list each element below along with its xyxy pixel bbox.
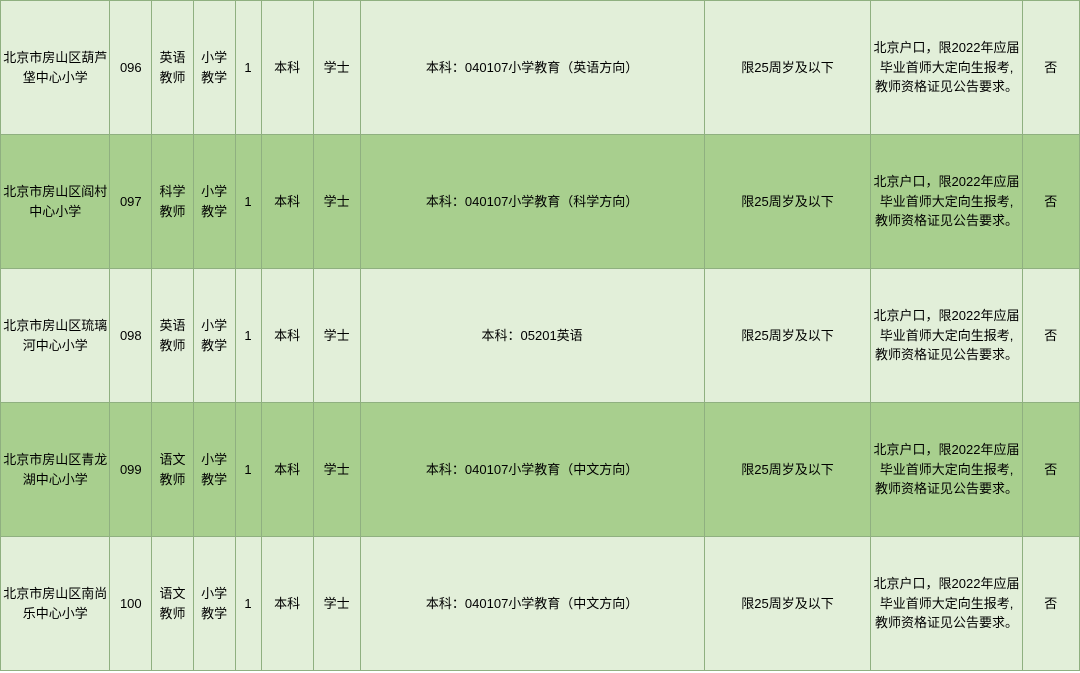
cell-degree: 学士 (313, 1, 360, 135)
cell-position: 语文教师 (152, 537, 194, 671)
table-row: 北京市房山区青龙湖中心小学 099 语文教师 小学教学 1 本科 学士 本科：0… (1, 403, 1080, 537)
cell-position: 科学教师 (152, 135, 194, 269)
cell-requirement: 北京户口，限2022年应届毕业首师大定向生报考,教师资格证见公告要求。 (871, 269, 1022, 403)
cell-edu: 本科 (261, 135, 313, 269)
cell-degree: 学士 (313, 403, 360, 537)
cell-major: 本科：040107小学教育（科学方向） (360, 135, 704, 269)
table-body: 北京市房山区葫芦垡中心小学 096 英语教师 小学教学 1 本科 学士 本科：0… (1, 1, 1080, 671)
cell-major: 本科：05201英语 (360, 269, 704, 403)
cell-code: 097 (110, 135, 152, 269)
cell-count: 1 (235, 1, 261, 135)
cell-count: 1 (235, 269, 261, 403)
cell-school: 北京市房山区琉璃河中心小学 (1, 269, 110, 403)
cell-position: 英语教师 (152, 1, 194, 135)
cell-age: 限25周岁及以下 (704, 1, 871, 135)
cell-flag: 否 (1022, 135, 1079, 269)
cell-flag: 否 (1022, 537, 1079, 671)
cell-edu: 本科 (261, 537, 313, 671)
cell-school: 北京市房山区葫芦垡中心小学 (1, 1, 110, 135)
cell-position: 英语教师 (152, 269, 194, 403)
cell-edu: 本科 (261, 403, 313, 537)
cell-requirement: 北京户口，限2022年应届毕业首师大定向生报考,教师资格证见公告要求。 (871, 1, 1022, 135)
cell-subject: 小学教学 (193, 537, 235, 671)
cell-code: 099 (110, 403, 152, 537)
cell-school: 北京市房山区阎村中心小学 (1, 135, 110, 269)
cell-age: 限25周岁及以下 (704, 269, 871, 403)
cell-code: 098 (110, 269, 152, 403)
cell-subject: 小学教学 (193, 403, 235, 537)
table-row: 北京市房山区葫芦垡中心小学 096 英语教师 小学教学 1 本科 学士 本科：0… (1, 1, 1080, 135)
cell-count: 1 (235, 537, 261, 671)
cell-count: 1 (235, 135, 261, 269)
cell-school: 北京市房山区青龙湖中心小学 (1, 403, 110, 537)
cell-count: 1 (235, 403, 261, 537)
cell-position: 语文教师 (152, 403, 194, 537)
cell-flag: 否 (1022, 403, 1079, 537)
cell-code: 100 (110, 537, 152, 671)
cell-age: 限25周岁及以下 (704, 403, 871, 537)
cell-school: 北京市房山区南尚乐中心小学 (1, 537, 110, 671)
cell-degree: 学士 (313, 537, 360, 671)
cell-degree: 学士 (313, 135, 360, 269)
cell-degree: 学士 (313, 269, 360, 403)
cell-subject: 小学教学 (193, 269, 235, 403)
cell-requirement: 北京户口，限2022年应届毕业首师大定向生报考,教师资格证见公告要求。 (871, 403, 1022, 537)
cell-age: 限25周岁及以下 (704, 537, 871, 671)
cell-major: 本科：040107小学教育（英语方向） (360, 1, 704, 135)
cell-requirement: 北京户口，限2022年应届毕业首师大定向生报考,教师资格证见公告要求。 (871, 537, 1022, 671)
cell-subject: 小学教学 (193, 135, 235, 269)
cell-flag: 否 (1022, 269, 1079, 403)
cell-major: 本科：040107小学教育（中文方向） (360, 537, 704, 671)
cell-subject: 小学教学 (193, 1, 235, 135)
table-row: 北京市房山区南尚乐中心小学 100 语文教师 小学教学 1 本科 学士 本科：0… (1, 537, 1080, 671)
cell-flag: 否 (1022, 1, 1079, 135)
cell-edu: 本科 (261, 269, 313, 403)
table-row: 北京市房山区阎村中心小学 097 科学教师 小学教学 1 本科 学士 本科：04… (1, 135, 1080, 269)
cell-age: 限25周岁及以下 (704, 135, 871, 269)
cell-edu: 本科 (261, 1, 313, 135)
cell-major: 本科：040107小学教育（中文方向） (360, 403, 704, 537)
cell-code: 096 (110, 1, 152, 135)
table-row: 北京市房山区琉璃河中心小学 098 英语教师 小学教学 1 本科 学士 本科：0… (1, 269, 1080, 403)
cell-requirement: 北京户口，限2022年应届毕业首师大定向生报考,教师资格证见公告要求。 (871, 135, 1022, 269)
recruitment-table: 北京市房山区葫芦垡中心小学 096 英语教师 小学教学 1 本科 学士 本科：0… (0, 0, 1080, 671)
